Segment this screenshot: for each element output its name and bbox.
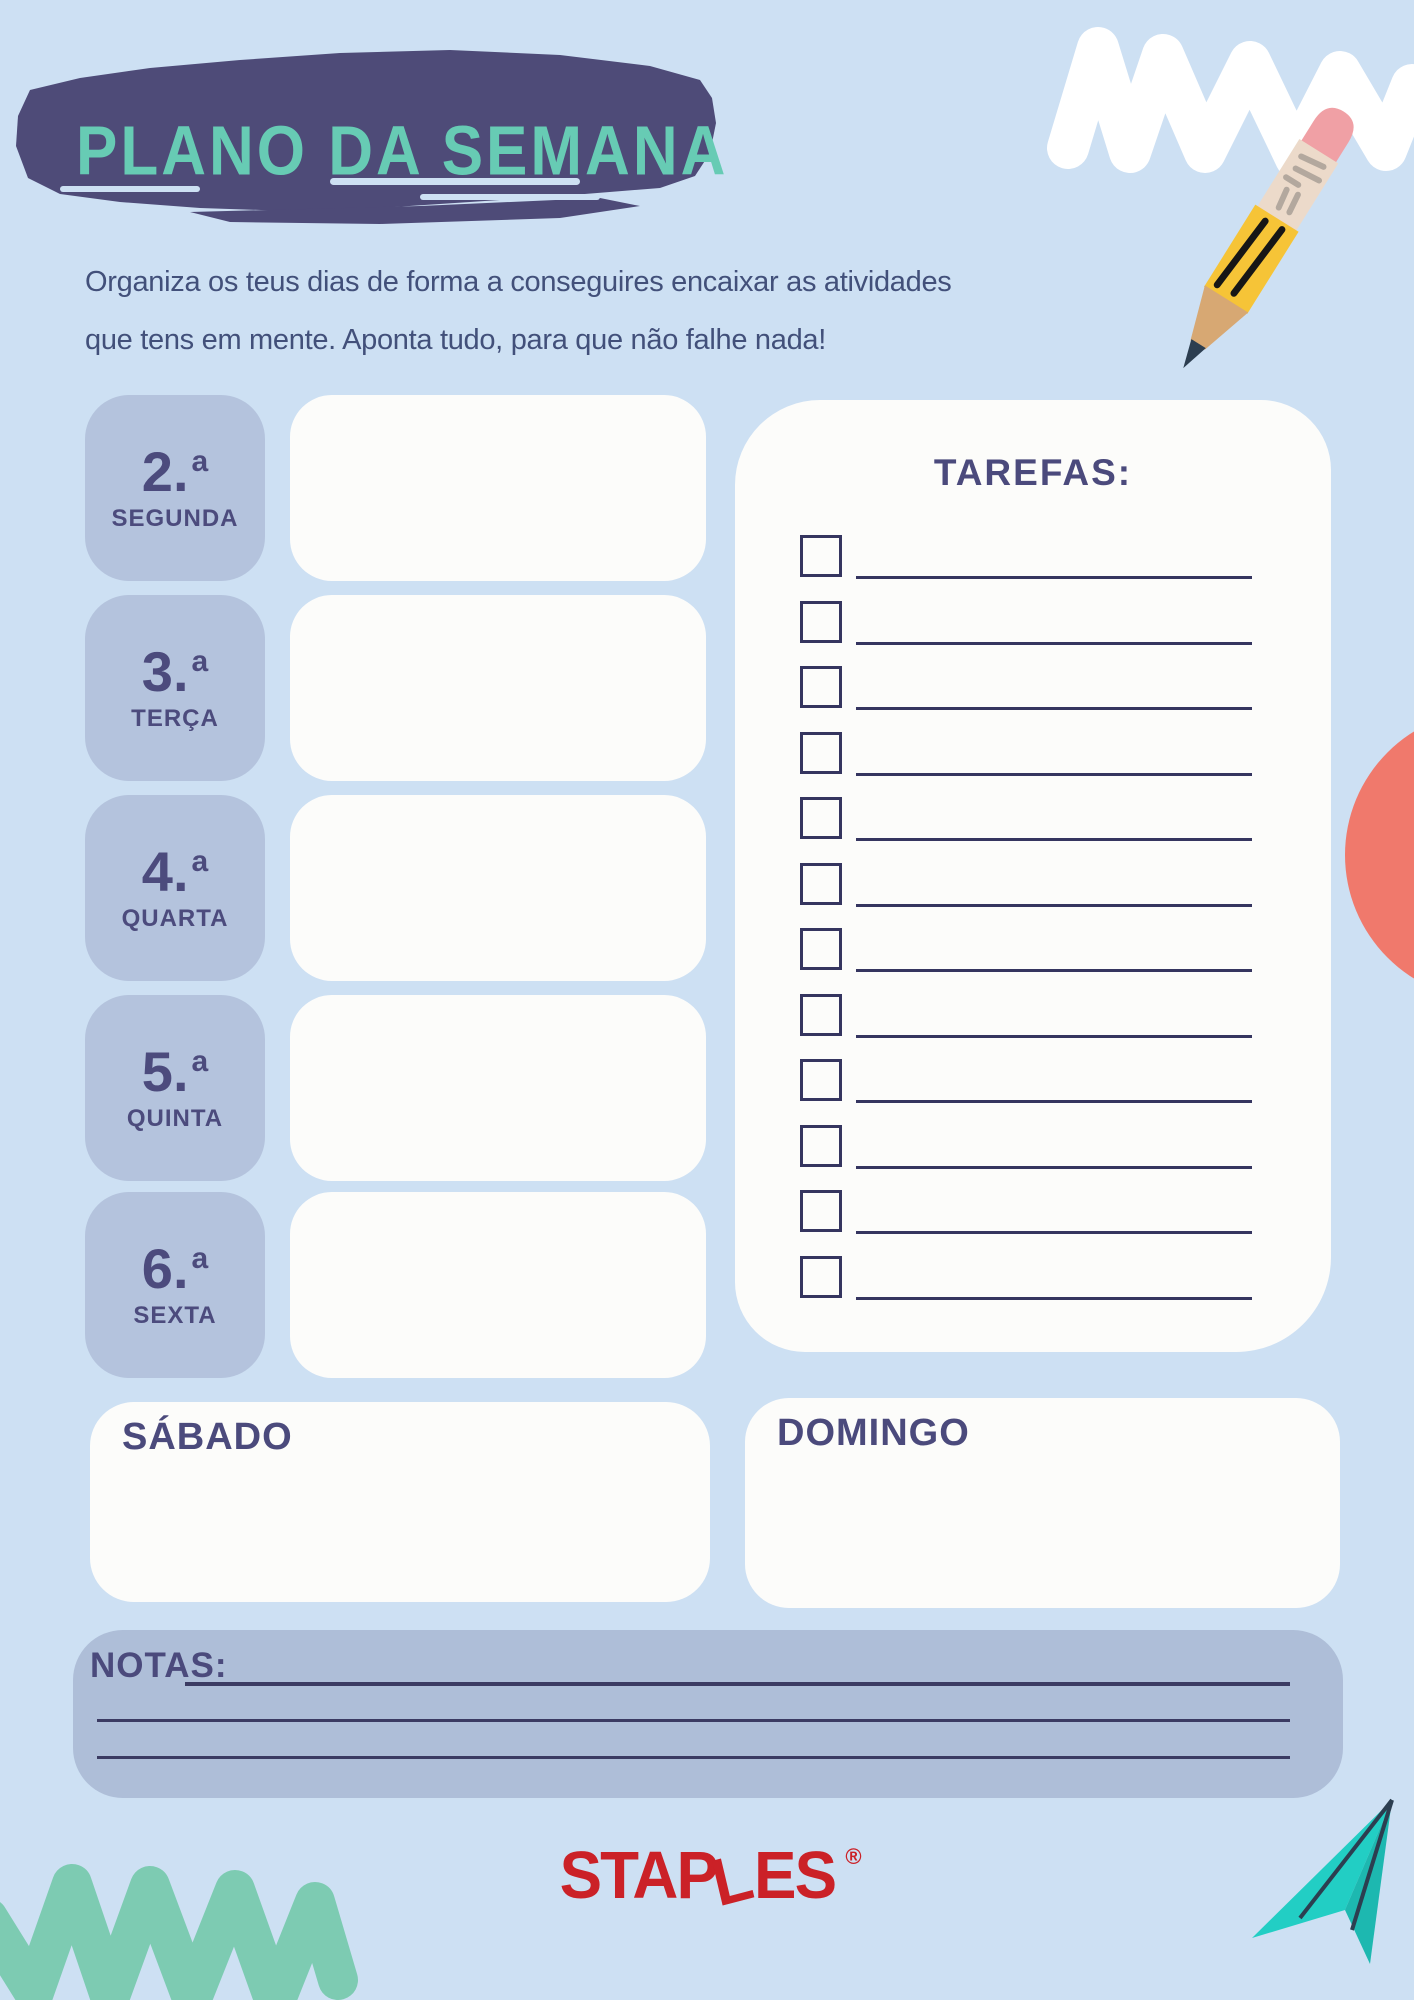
task-write-line[interactable] xyxy=(856,773,1252,776)
sunday-entry-box[interactable]: DOMINGO xyxy=(745,1398,1340,1608)
saturday-entry-box[interactable]: SÁBADO xyxy=(90,1402,710,1602)
task-checkbox[interactable] xyxy=(800,1125,842,1167)
brush-texture-gap xyxy=(60,186,200,192)
day-number-ordinal: a xyxy=(191,644,209,678)
staples-logo: STAPLES ® xyxy=(552,1838,862,1922)
page-title: PLANO DA SEMANA xyxy=(76,113,729,191)
day-name-label: SEXTA xyxy=(133,1301,217,1329)
task-checkbox[interactable] xyxy=(800,601,842,643)
day-name-label: TERÇA xyxy=(131,704,219,732)
day-entry-box-sexta[interactable] xyxy=(290,1192,706,1378)
brush-texture-gap xyxy=(420,194,600,200)
saturday-label: SÁBADO xyxy=(122,1416,293,1458)
day-card-quinta: 5. a QUINTA xyxy=(85,995,265,1181)
paper-plane-icon xyxy=(1252,1798,1394,1964)
task-write-line[interactable] xyxy=(856,642,1252,645)
task-checkbox[interactable] xyxy=(800,1256,842,1298)
brush-texture-gap xyxy=(330,178,580,185)
day-number-ordinal: a xyxy=(191,1044,209,1078)
task-write-line[interactable] xyxy=(856,1166,1252,1169)
subtitle-line-1: Organiza os teus dias de forma a consegu… xyxy=(85,266,952,298)
day-entry-box-quinta[interactable] xyxy=(290,995,706,1181)
subtitle-line-2: que tens em mente. Aponta tudo, para que… xyxy=(85,324,826,356)
day-number: 5. a xyxy=(141,1039,209,1103)
task-checkbox[interactable] xyxy=(800,928,842,970)
registered-trademark-icon: ® xyxy=(845,1844,862,1869)
day-number-ordinal: a xyxy=(191,1241,209,1275)
task-write-line[interactable] xyxy=(856,1035,1252,1038)
day-card-segunda: 2. a SEGUNDA xyxy=(85,395,265,581)
day-number: 2. a xyxy=(141,439,209,503)
task-write-line[interactable] xyxy=(856,838,1252,841)
task-write-line[interactable] xyxy=(856,707,1252,710)
day-name-label: QUINTA xyxy=(126,1104,224,1132)
notes-write-line[interactable] xyxy=(185,1682,1290,1686)
task-write-line[interactable] xyxy=(856,1100,1252,1103)
task-checkbox[interactable] xyxy=(800,863,842,905)
task-write-line[interactable] xyxy=(856,1297,1252,1300)
task-checkbox[interactable] xyxy=(800,1190,842,1232)
pencil-icon xyxy=(1183,107,1354,369)
day-name-label: QUARTA xyxy=(121,904,229,932)
staples-logo-text: STAPLES xyxy=(559,1838,837,1922)
task-write-line[interactable] xyxy=(856,904,1252,907)
notes-panel[interactable] xyxy=(73,1630,1343,1798)
task-checkbox[interactable] xyxy=(800,1059,842,1101)
task-write-line[interactable] xyxy=(856,1231,1252,1234)
day-entry-box-segunda[interactable] xyxy=(290,395,706,581)
day-name-label: SEGUNDA xyxy=(111,504,239,532)
teal-scribble-icon xyxy=(0,1864,358,2000)
tasks-title: TAREFAS: xyxy=(933,452,1133,493)
task-checkbox[interactable] xyxy=(800,732,842,774)
notes-write-line[interactable] xyxy=(97,1756,1290,1759)
sunday-label: DOMINGO xyxy=(777,1412,970,1454)
day-card-terca: 3. a TERÇA xyxy=(85,595,265,781)
task-checkbox[interactable] xyxy=(800,994,842,1036)
task-write-line[interactable] xyxy=(856,576,1252,579)
day-number: 4. a xyxy=(141,839,209,903)
brush-stroke-background xyxy=(16,50,716,224)
notes-label: NOTAS: xyxy=(90,1646,228,1685)
task-write-line[interactable] xyxy=(856,969,1252,972)
task-checkbox[interactable] xyxy=(800,797,842,839)
day-card-sexta: 6. a SEXTA xyxy=(85,1192,265,1378)
task-checkbox[interactable] xyxy=(800,666,842,708)
white-scribble-icon xyxy=(1047,27,1414,179)
day-card-quarta: 4. a QUARTA xyxy=(85,795,265,981)
coral-circle-decoration xyxy=(1345,710,1414,1000)
day-number: 6. a xyxy=(141,1236,209,1300)
day-entry-box-terca[interactable] xyxy=(290,595,706,781)
task-checkbox[interactable] xyxy=(800,535,842,577)
day-number-ordinal: a xyxy=(191,844,209,878)
day-number: 3. a xyxy=(141,639,209,703)
brush-streak xyxy=(190,198,640,224)
day-number-ordinal: a xyxy=(191,444,209,478)
day-entry-box-quarta[interactable] xyxy=(290,795,706,981)
notes-write-line[interactable] xyxy=(97,1719,1290,1722)
brush-stroke-shape xyxy=(16,50,716,211)
